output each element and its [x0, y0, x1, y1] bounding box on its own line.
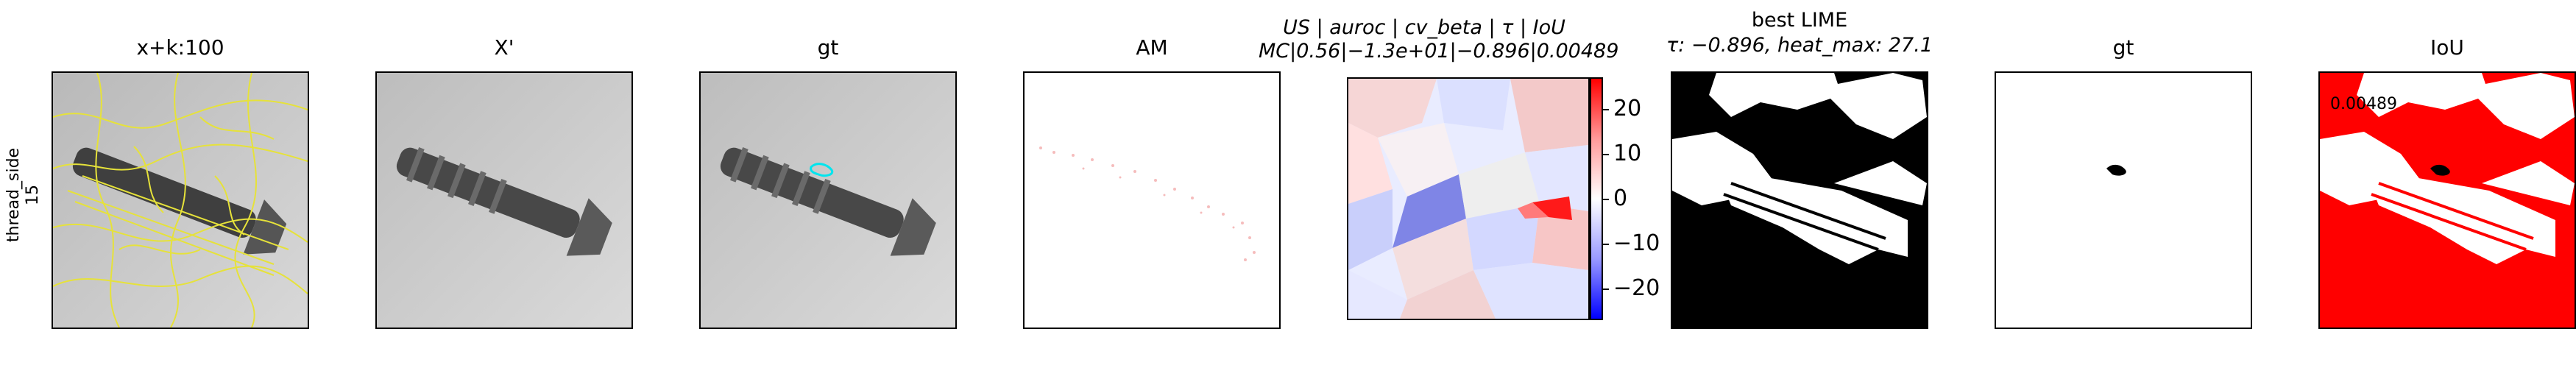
panel-perturbed	[375, 71, 633, 329]
panel-title-gt-overlay: gt	[817, 35, 839, 60]
iou-value: 0.00489	[2330, 95, 2397, 113]
panel-title-lime-line1: best LIME	[1751, 9, 1848, 32]
colorbar-tick-label: 0	[1613, 185, 1628, 211]
panel-title-us-line1: US | auroc | cv_beta | τ | IoU	[1283, 16, 1565, 39]
colorbar-tick-label: 20	[1613, 96, 1642, 122]
panel-title-us-line2: MC|0.56|−1.3e+01|−0.896|0.00489	[1259, 40, 1619, 63]
panel-title-lime-line2: τ: −0.896, heat_max: 27.1	[1666, 34, 1933, 57]
row-label-index: 15	[24, 185, 42, 205]
panel-title-gt-mask: gt	[2112, 35, 2134, 60]
panel-lime-heatmap	[1347, 77, 1590, 320]
panel-iou: 0.00489	[2318, 71, 2576, 329]
colorbar-tick-mark	[1603, 154, 1609, 156]
colorbar-tick-mark	[1603, 288, 1609, 290]
colorbar-tick-label: −20	[1613, 275, 1660, 301]
colorbar	[1590, 77, 1603, 320]
panel-contours	[52, 71, 309, 329]
panel-am	[1023, 71, 1281, 329]
colorbar-tick-label: −10	[1613, 230, 1660, 256]
panel-gt-mask	[1995, 71, 2252, 329]
colorbar-tick-mark	[1603, 243, 1609, 245]
colorbar-tick-mark	[1603, 109, 1609, 111]
panel-title-iou: IoU	[2430, 35, 2464, 60]
panel-title-contours: x+k:100	[136, 35, 224, 60]
panel-gt-overlay	[699, 71, 957, 329]
panel-title-perturbed: X'	[494, 35, 514, 60]
panel-title-am: AM	[1136, 35, 1168, 60]
panel-best-lime	[1671, 71, 1928, 329]
colorbar-tick-label: 10	[1613, 141, 1642, 167]
row-label: thread_side 15	[4, 136, 43, 254]
colorbar-tick-mark	[1603, 199, 1609, 200]
row-label-class: thread_side	[4, 147, 23, 243]
